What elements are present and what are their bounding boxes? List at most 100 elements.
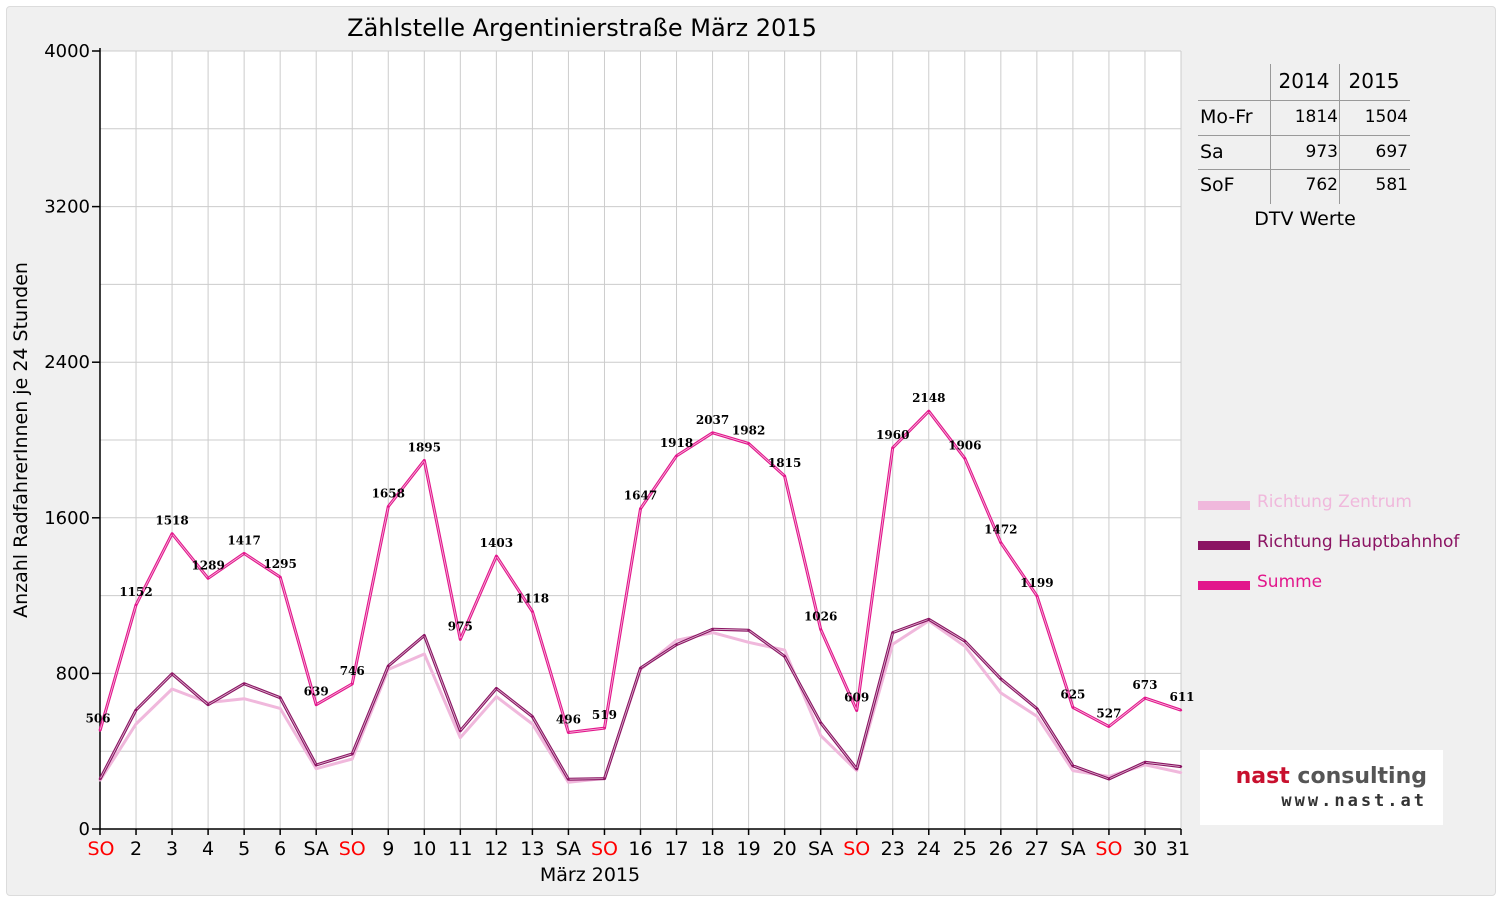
data-label: 611 <box>1169 690 1194 704</box>
data-label: 1906 <box>948 438 981 452</box>
dtv-value-2014: 973 <box>1305 142 1338 162</box>
data-point-hauptbahnhof <box>278 696 282 699</box>
legend-label-hauptbahnhof: Richtung Hauptbahnhof <box>1257 532 1460 552</box>
data-point-hauptbahnhof <box>459 729 462 732</box>
data-point-zentrum <box>963 644 966 648</box>
data-point-zentrum <box>495 695 498 698</box>
data-label: 1152 <box>119 585 152 599</box>
x-tick-label: 3 <box>166 838 178 860</box>
data-point-hauptbahnhof <box>98 778 102 781</box>
x-tick-label: SO <box>591 838 618 860</box>
x-tick-label: 24 <box>917 838 941 860</box>
data-point-summe <box>675 454 678 458</box>
data-point-summe <box>98 729 102 732</box>
x-tick-label: SA <box>808 838 833 860</box>
dtv-row-mofr: Mo-Fr 1814 1504 <box>1198 100 1412 134</box>
data-point-zentrum <box>999 691 1003 695</box>
x-axis-label: März 2015 <box>539 864 641 886</box>
data-point-summe <box>495 554 498 558</box>
data-label: 2148 <box>912 391 945 405</box>
x-tick-label: SO <box>339 838 366 860</box>
data-point-summe <box>927 410 930 413</box>
data-point-hauptbahnhof <box>963 639 966 643</box>
data-label: 1472 <box>984 523 1017 537</box>
data-label: 975 <box>448 619 473 633</box>
data-point-summe <box>1107 725 1111 728</box>
data-label: 1026 <box>804 609 837 623</box>
x-tick-label: 5 <box>238 838 250 860</box>
dtv-table-rule <box>1198 135 1410 136</box>
x-tick-label: 31 <box>1166 838 1190 860</box>
data-label: 2037 <box>696 413 729 427</box>
x-tick-label: 10 <box>412 838 436 860</box>
data-point-summe <box>711 431 714 435</box>
x-tick-label: 9 <box>382 838 394 860</box>
data-label: 496 <box>556 713 581 727</box>
data-point-summe <box>459 638 462 641</box>
y-tick-label: 4000 <box>44 41 90 62</box>
data-point-zentrum <box>459 736 462 739</box>
logo-name-part2: consulting <box>1289 764 1427 789</box>
data-point-hauptbahnhof <box>1143 761 1147 764</box>
dtv-header-2014: 2014 <box>1278 69 1330 93</box>
data-point-hauptbahnhof <box>387 664 390 668</box>
y-tick-label: 3200 <box>44 197 90 218</box>
data-point-summe <box>423 459 426 462</box>
x-tick-label: SO <box>843 838 870 860</box>
y-tick-label: 800 <box>56 663 90 684</box>
data-point-hauptbahnhof <box>315 763 318 767</box>
data-point-hauptbahnhof <box>747 629 750 632</box>
x-tick-label: SA <box>1060 838 1085 860</box>
data-label: 1895 <box>408 440 441 454</box>
data-label: 1118 <box>516 592 549 606</box>
dtv-header-blank <box>1200 64 1270 98</box>
data-point-summe <box>603 726 606 730</box>
data-point-hauptbahnhof <box>567 778 570 781</box>
x-tick-label: 16 <box>628 838 652 860</box>
x-tick-label: 26 <box>989 838 1013 860</box>
data-point-hauptbahnhof <box>134 708 138 712</box>
data-point-hauptbahnhof <box>891 631 894 634</box>
data-point-zentrum <box>1179 771 1183 774</box>
x-tick-label: 20 <box>773 838 797 860</box>
data-label: 639 <box>304 685 329 699</box>
data-point-summe <box>1071 706 1075 709</box>
data-point-hauptbahnhof <box>999 677 1003 681</box>
dtv-table-divider <box>1339 64 1340 204</box>
dtv-value-2015: 697 <box>1375 142 1408 162</box>
x-tick-label: SO <box>1095 838 1122 860</box>
data-point-summe <box>819 628 822 631</box>
legend-swatch-summe <box>1198 581 1250 590</box>
logo-url: www.nast.at <box>1281 791 1427 811</box>
x-tick-label: 13 <box>520 838 544 860</box>
data-point-summe <box>783 474 786 478</box>
data-point-summe <box>134 603 138 607</box>
x-tick-label: 12 <box>484 838 508 860</box>
data-point-zentrum <box>567 781 570 784</box>
data-point-hauptbahnhof <box>170 672 174 675</box>
data-point-zentrum <box>423 652 426 656</box>
data-point-hauptbahnhof <box>1179 765 1183 768</box>
dtv-header-2015: 2015 <box>1348 69 1400 93</box>
data-point-hauptbahnhof <box>423 634 426 637</box>
x-tick-label: SA <box>303 838 328 860</box>
data-point-summe <box>315 703 318 706</box>
data-label: 609 <box>844 691 869 705</box>
data-point-zentrum <box>1071 769 1075 772</box>
data-point-zentrum <box>1035 714 1039 718</box>
data-point-summe <box>170 532 174 535</box>
data-point-hauptbahnhof <box>603 777 606 780</box>
data-point-hauptbahnhof <box>675 643 678 646</box>
y-tick-label: 0 <box>79 819 90 840</box>
data-point-zentrum <box>531 722 534 726</box>
data-point-zentrum <box>315 767 318 770</box>
data-point-hauptbahnhof <box>711 628 714 631</box>
data-point-summe <box>567 731 570 734</box>
data-point-hauptbahnhof <box>1107 777 1111 781</box>
x-tick-label: 23 <box>881 838 905 860</box>
data-point-summe <box>1143 696 1147 700</box>
data-point-summe <box>999 541 1003 544</box>
dtv-row-label: SoF <box>1200 174 1235 196</box>
